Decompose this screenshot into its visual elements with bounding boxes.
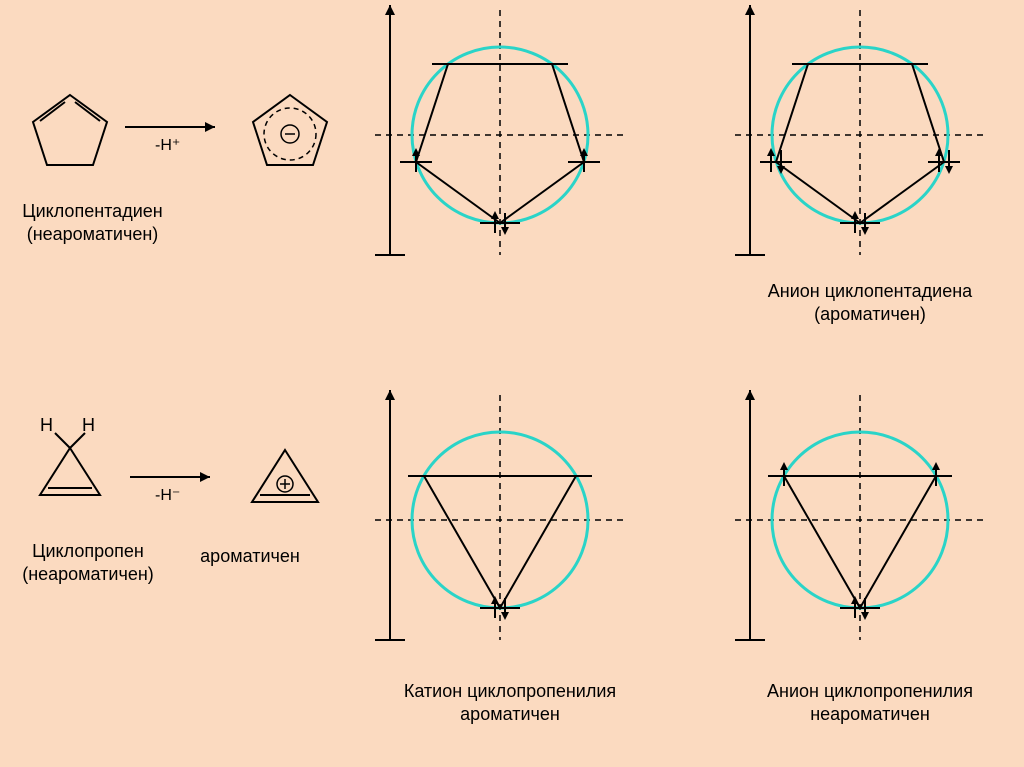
frost-triangle-2: [720, 380, 1000, 660]
cyclopentadiene-label: Циклопентадиен (неароматичен): [5, 200, 180, 247]
frost2-caption-row2-text: Анион циклопропенилия неароматичен: [767, 681, 973, 724]
frost-triangle-1: [360, 380, 640, 660]
cyclopropenyl-cation: [240, 440, 330, 520]
cyclopentadiene-label-text: Циклопентадиен (неароматичен): [22, 201, 162, 244]
h-label-right: H: [82, 415, 95, 436]
frost2-caption-row1-text: Анион циклопентадиена (ароматичен): [768, 281, 972, 324]
cyclopropene-label: Циклопропен (неароматичен): [8, 540, 168, 587]
arrow-label-2: -H⁻: [155, 485, 180, 505]
frost1-caption-row2-text: Катион циклопропенилия ароматичен: [404, 681, 616, 724]
frost-pentagon-2: [720, 0, 1000, 275]
cyclopentadiene-structure: [15, 80, 125, 190]
aromatic-label: ароматичен: [185, 545, 315, 568]
cyclopentadienyl-anion: [235, 80, 345, 190]
arrow-label-1: -H⁺: [155, 135, 180, 155]
frost-pentagon-1: [360, 0, 640, 275]
h-label-left: H: [40, 415, 53, 436]
frost1-caption-row2: Катион циклопропенилия ароматичен: [380, 680, 640, 727]
cyclopropene-structure: [20, 430, 120, 520]
frost2-caption-row1: Анион циклопентадиена (ароматичен): [740, 280, 1000, 327]
frost2-caption-row2: Анион циклопропенилия неароматичен: [740, 680, 1000, 727]
cyclopropene-label-text: Циклопропен (неароматичен): [22, 541, 154, 584]
